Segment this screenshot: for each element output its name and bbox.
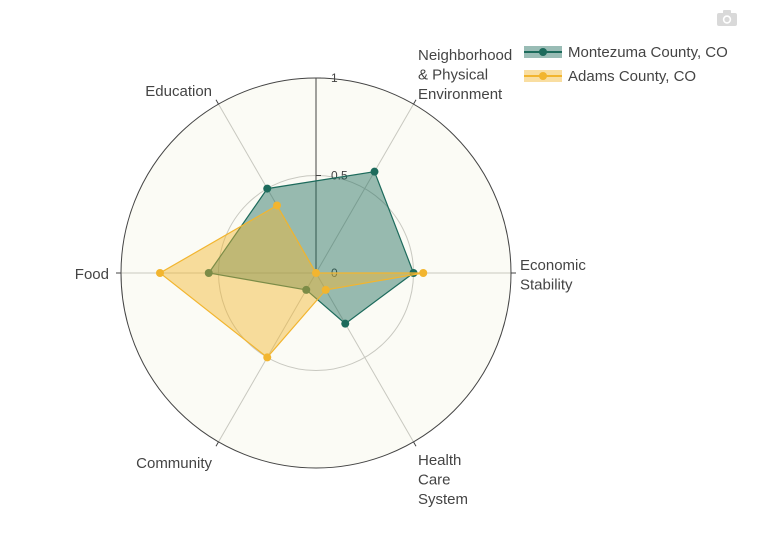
data-point [312,269,320,277]
category-label: Health Care System [418,452,468,508]
category-label-line: Stability [520,277,573,294]
legend-label: Montezuma County, CO [568,44,728,61]
category-label-line: System [418,491,468,508]
series-0 [204,167,418,328]
legend-item: Adams County, CO [524,68,696,85]
category-label-line: Neighborhood [418,47,512,64]
radial-tick-label: 0.5 [331,169,348,183]
data-point [302,285,311,294]
category-label: Economic Stability [520,257,586,294]
data-point [263,184,272,193]
data-point [273,201,281,210]
category-label-line: Food [75,266,109,283]
angular-tick [215,441,219,447]
legend-label: Adams County, CO [568,68,696,85]
data-point [370,167,379,176]
radial-tick-label: 1 [331,71,338,85]
angular-gridline [315,272,414,443]
angular-tick [215,99,219,105]
category-label: Community [136,455,212,472]
category-label-line: Community [136,455,212,472]
data-point [204,269,213,277]
angular-gridline [315,103,414,274]
legend: Montezuma County, CO Adams County, CO [518,40,758,88]
category-label: Education [145,83,212,100]
angular-tick [413,99,417,105]
legend-background [518,40,758,88]
category-label-line: & Physical [418,67,488,84]
category-label-line: Health [418,452,461,469]
category-label-line: Environment [418,86,503,103]
category-label: Neighborhood & Physical Environment [418,47,512,103]
camera-icon[interactable] [716,9,738,27]
legend-marker [539,48,547,56]
data-point [263,353,272,362]
angular-tick [413,441,417,447]
data-point [341,319,350,328]
legend-item: Montezuma County, CO [524,44,728,61]
category-label: Food [75,266,109,283]
data-point [419,269,428,277]
category-label-line: Care [418,472,451,489]
category-label-line: Education [145,83,212,100]
data-point [156,269,164,277]
category-label-line: Economic [520,257,586,274]
series-1 [156,201,428,362]
data-point [321,285,330,294]
legend-marker [539,72,547,80]
